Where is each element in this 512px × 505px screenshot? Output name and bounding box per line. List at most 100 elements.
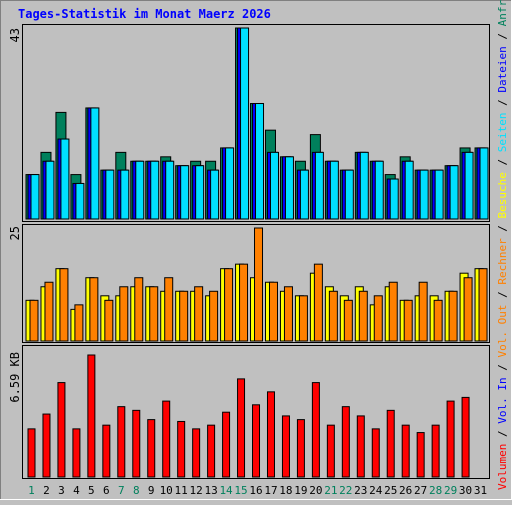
x-day-label-6: 6 [103, 484, 110, 497]
bar-rechner-day-12 [194, 286, 204, 342]
bar-volumen-day-30 [461, 396, 470, 478]
bar-volumen-day-17 [266, 391, 275, 478]
bar-volumen-day-2 [42, 413, 51, 478]
legend-part-9: / [496, 152, 509, 172]
bar-seiten-day-6 [105, 169, 115, 220]
x-day-label-26: 26 [399, 484, 412, 497]
bar-seiten-day-26 [404, 160, 414, 220]
bar-volumen-day-4 [72, 428, 81, 478]
legend-part-1: / [496, 424, 509, 444]
bar-volumen-day-16 [252, 404, 261, 478]
bar-seiten-day-7 [120, 169, 130, 220]
x-day-label-20: 20 [309, 484, 322, 497]
bar-rechner-day-28 [433, 299, 443, 342]
bar-rechner-day-8 [134, 277, 144, 342]
bar-volumen-day-22 [341, 406, 350, 478]
y-max-label-middle: 25 [8, 226, 22, 240]
bar-seiten-day-4 [75, 182, 85, 220]
bar-rechner-day-11 [179, 290, 189, 342]
x-axis-day-labels: 1 2 3 4 5 6 7 8 9 10 11 12 13 14 15 16 17 18 19 20 21 22 23 24 2… [28, 484, 487, 497]
bar-volumen-day-7 [117, 406, 126, 478]
bar-rechner-day-10 [164, 277, 174, 342]
bar-rechner-day-1 [29, 299, 39, 342]
x-day-label-4: 4 [73, 484, 80, 497]
x-day-label-31: 31 [474, 484, 487, 497]
bar-rechner-day-9 [149, 286, 159, 342]
x-day-label-11: 11 [175, 484, 188, 497]
bar-rechner-day-21 [328, 290, 338, 342]
x-day-label-24: 24 [369, 484, 383, 497]
bar-rechner-day-4 [74, 304, 84, 342]
bar-rechner-day-30 [463, 277, 473, 342]
x-day-label-13: 13 [204, 484, 217, 497]
bar-volumen-day-19 [296, 419, 305, 478]
bar-seiten-day-13 [210, 169, 220, 220]
bar-volumen-day-28 [431, 424, 440, 478]
right-legend: Volumen / Vol. In / Vol. Out / Rechner /… [496, 0, 509, 490]
x-day-label-7: 7 [118, 484, 125, 497]
x-day-label-12: 12 [190, 484, 203, 497]
bar-rechner-day-19 [298, 295, 308, 342]
bar-seiten-day-9 [150, 160, 160, 220]
bar-rechner-day-25 [388, 281, 398, 342]
bar-volumen-day-1 [27, 428, 36, 478]
bar-seiten-day-30 [464, 151, 474, 220]
bar-seiten-day-8 [135, 160, 145, 220]
legend-part-11: / [496, 93, 509, 113]
bar-seiten-day-16 [255, 103, 265, 220]
bar-rechner-day-7 [119, 286, 129, 342]
legend-part-2: Vol. In [496, 377, 509, 423]
bar-seiten-day-10 [165, 160, 175, 220]
x-day-label-9: 9 [148, 484, 155, 497]
bar-volumen-day-21 [326, 424, 335, 478]
bar-rechner-day-29 [448, 290, 458, 342]
bar-seiten-day-12 [195, 165, 205, 220]
bar-seiten-day-23 [359, 151, 369, 220]
bar-rechner-day-3 [59, 268, 69, 342]
bar-volumen-day-15 [237, 378, 246, 478]
legend-part-0: Volumen [496, 444, 509, 490]
bar-volumen-day-14 [222, 411, 231, 478]
legend-part-7: / [496, 218, 509, 238]
bar-seiten-day-19 [299, 169, 309, 220]
bar-rechner-day-2 [44, 281, 54, 342]
legend-part-14: Anfragen [496, 0, 509, 26]
x-day-label-2: 2 [43, 484, 50, 497]
bar-rechner-day-23 [358, 290, 368, 342]
bars-layer [25, 27, 489, 478]
bar-seiten-day-20 [314, 151, 324, 220]
bar-seiten-day-28 [434, 169, 444, 220]
bar-rechner-day-24 [373, 295, 383, 342]
bar-rechner-day-27 [418, 281, 428, 342]
bar-volumen-day-26 [401, 424, 410, 478]
bar-seiten-day-3 [60, 138, 70, 220]
x-day-label-25: 25 [384, 484, 397, 497]
bar-volumen-day-23 [356, 415, 365, 478]
bar-volumen-day-11 [177, 420, 186, 478]
y-max-label-bottom: 6.59 KB [8, 352, 22, 403]
x-day-label-23: 23 [354, 484, 367, 497]
x-day-label-8: 8 [133, 484, 140, 497]
x-day-label-27: 27 [414, 484, 427, 497]
bar-volumen-day-9 [147, 419, 156, 478]
bar-rechner-day-17 [268, 281, 278, 342]
bar-seiten-day-14 [225, 147, 235, 220]
x-day-label-17: 17 [264, 484, 277, 497]
bar-volumen-day-25 [386, 409, 395, 478]
x-day-label-10: 10 [160, 484, 173, 497]
bar-rechner-day-20 [313, 263, 323, 342]
bar-volumen-day-27 [416, 432, 425, 478]
x-day-label-18: 18 [279, 484, 292, 497]
bar-rechner-day-31 [478, 268, 488, 342]
bar-seiten-day-27 [419, 169, 429, 220]
bar-rechner-day-26 [403, 299, 413, 342]
legend-part-6: Rechner [496, 238, 509, 285]
bar-seiten-day-21 [329, 160, 339, 220]
legend-part-12: Dateien [496, 46, 509, 92]
bar-rechner-day-14 [224, 268, 234, 342]
bar-seiten-day-11 [180, 165, 190, 220]
bar-volumen-day-24 [371, 428, 380, 478]
bar-volumen-day-6 [102, 424, 111, 478]
